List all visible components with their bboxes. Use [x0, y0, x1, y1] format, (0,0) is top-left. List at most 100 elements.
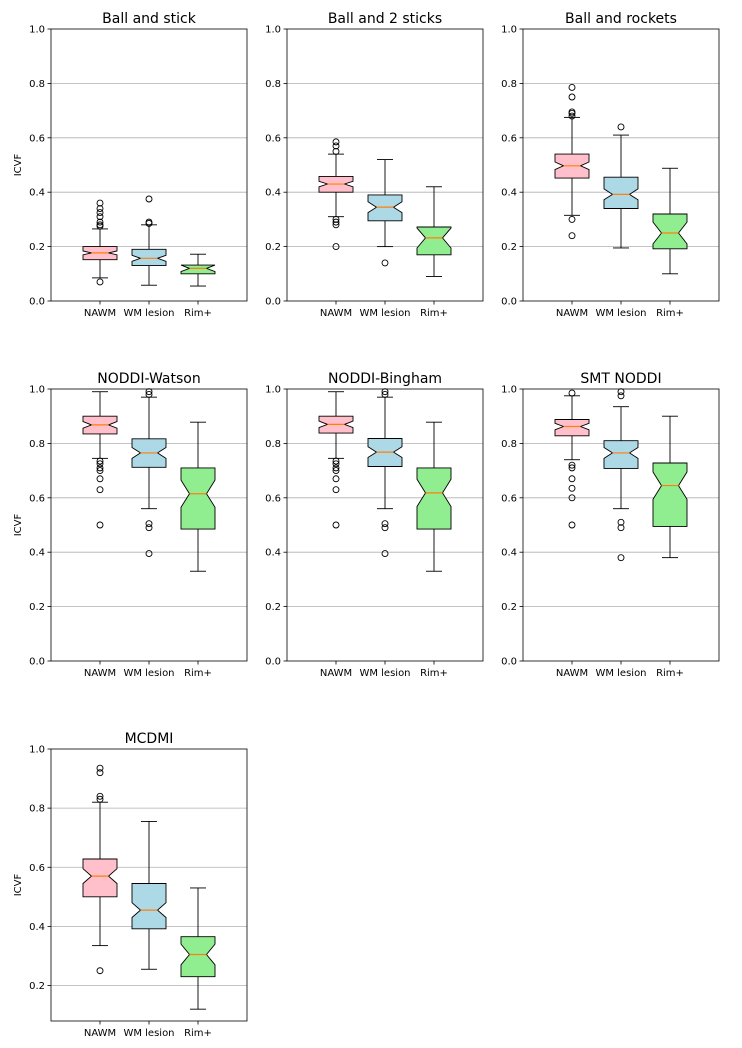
outlier-point: [96, 521, 104, 529]
outlier-point: [96, 769, 104, 777]
outlier-point: [96, 795, 104, 803]
outlier-point: [145, 520, 153, 528]
chart-title: Ball and 2 sticks: [328, 11, 442, 27]
outlier-point: [96, 467, 104, 475]
y-tick-label: 1.0: [265, 385, 281, 396]
box-rim-: Rim+: [652, 167, 688, 319]
x-tick-label: WM lesion: [595, 308, 646, 319]
outlier-point: [145, 524, 153, 532]
outlier-point: [145, 550, 153, 558]
x-tick-label: Rim+: [420, 668, 448, 679]
outlier-point: [568, 494, 576, 502]
chart-panel: 0.0 0.2 0.4 0.6 0.8 1.0 Ball and stick ICVF NAWM…: [13, 11, 248, 319]
outlier-point: [381, 388, 389, 396]
y-tick-label: 0.2: [29, 242, 45, 253]
y-tick-label: 1.0: [265, 25, 281, 36]
y-tick-label: 0.2: [265, 602, 281, 613]
outlier-point: [568, 84, 576, 91]
outlier-point: [568, 464, 576, 472]
x-tick-label: WM lesion: [123, 308, 174, 319]
y-tick-label: 0.0: [265, 657, 281, 668]
x-tick-label: NAWM: [320, 308, 352, 319]
outlier-point: [617, 392, 625, 400]
outlier-point: [332, 475, 340, 483]
outlier-point: [381, 550, 389, 558]
outlier-point: [617, 388, 625, 396]
outlier-point: [96, 457, 104, 465]
box-nawm: NAWM: [82, 199, 118, 319]
outlier-point: [332, 142, 340, 150]
outlier-point: [332, 486, 340, 494]
outlier-point: [96, 218, 104, 226]
outlier-point: [332, 457, 340, 465]
y-tick-label: 0.2: [265, 242, 281, 253]
x-tick-label: Rim+: [184, 1028, 212, 1039]
outlier-point: [381, 524, 389, 532]
y-axis-label: ICVF: [13, 873, 24, 896]
y-tick-label: 0.8: [501, 439, 517, 450]
notched-box: [554, 419, 590, 437]
y-tick-label: 0.8: [29, 79, 45, 90]
outlier-point: [96, 460, 104, 468]
chart-title: NODDI-Watson: [97, 371, 200, 387]
outlier-point: [332, 218, 340, 226]
notched-box: [180, 936, 216, 978]
box-wm-lesion: WM lesion: [359, 388, 411, 679]
outlier-point: [568, 215, 576, 223]
y-tick-label: 0.0: [265, 297, 281, 308]
notched-box: [367, 194, 403, 222]
y-tick-label: 0.2: [29, 981, 45, 992]
chart-title: NODDI-Bingham: [328, 371, 442, 387]
x-tick-label: Rim+: [656, 668, 684, 679]
outlier-point: [145, 390, 153, 398]
y-tick-label: 0.2: [29, 602, 45, 613]
chart-title: Ball and rockets: [565, 11, 677, 27]
chart-panel: 0.0 0.2 0.4 0.6 0.8 1.0 SMT NODDI NAWM WM lesion…: [501, 371, 720, 679]
outlier-point: [96, 205, 104, 212]
y-tick-label: 0.0: [501, 657, 517, 668]
outlier-point: [381, 390, 389, 398]
y-axis-label: ICVF: [13, 513, 24, 536]
y-tick-label: 0.4: [29, 548, 45, 559]
x-tick-label: NAWM: [556, 308, 588, 319]
outlier-point: [332, 215, 340, 223]
x-tick-label: Rim+: [184, 308, 212, 319]
box-nawm: NAWM: [82, 391, 118, 679]
chart-title: SMT NODDI: [580, 371, 661, 387]
outlier-point: [568, 461, 576, 469]
box-nawm: NAWM: [318, 138, 354, 319]
outlier-point: [145, 388, 153, 396]
outlier-point: [332, 460, 340, 468]
box-nawm: NAWM: [554, 389, 590, 679]
y-tick-label: 0.4: [29, 922, 45, 933]
y-tick-label: 0.4: [501, 188, 517, 199]
outlier-point: [381, 520, 389, 528]
box-rim-: Rim+: [180, 253, 216, 319]
x-tick-label: WM lesion: [359, 668, 410, 679]
notched-box: [131, 248, 167, 267]
y-tick-label: 0.8: [265, 79, 281, 90]
outlier-point: [617, 123, 625, 131]
outlier-point: [96, 764, 104, 772]
x-tick-label: NAWM: [84, 1028, 116, 1039]
box-rim-: Rim+: [180, 421, 216, 679]
chart-panel: 0.0 0.2 0.4 0.6 0.8 1.0 NODDI-Bingham NAWM WM le…: [265, 371, 484, 679]
outlier-point: [332, 243, 340, 251]
box-rim-: Rim+: [416, 186, 452, 319]
box-rim-: Rim+: [180, 887, 216, 1039]
x-tick-label: NAWM: [320, 668, 352, 679]
outlier-point: [568, 484, 576, 492]
y-axis-label: ICVF: [13, 153, 24, 176]
x-tick-label: WM lesion: [359, 308, 410, 319]
y-tick-label: 0.4: [265, 548, 281, 559]
x-tick-label: NAWM: [84, 668, 116, 679]
box-rim-: Rim+: [652, 415, 688, 679]
outlier-point: [332, 147, 340, 155]
outlier-point: [145, 195, 153, 203]
chart-title: MCDMI: [125, 731, 174, 747]
outlier-point: [332, 521, 340, 529]
outlier-point: [568, 521, 576, 529]
y-tick-label: 0.4: [501, 548, 517, 559]
outlier-point: [568, 93, 576, 101]
y-tick-label: 0.6: [29, 133, 45, 144]
